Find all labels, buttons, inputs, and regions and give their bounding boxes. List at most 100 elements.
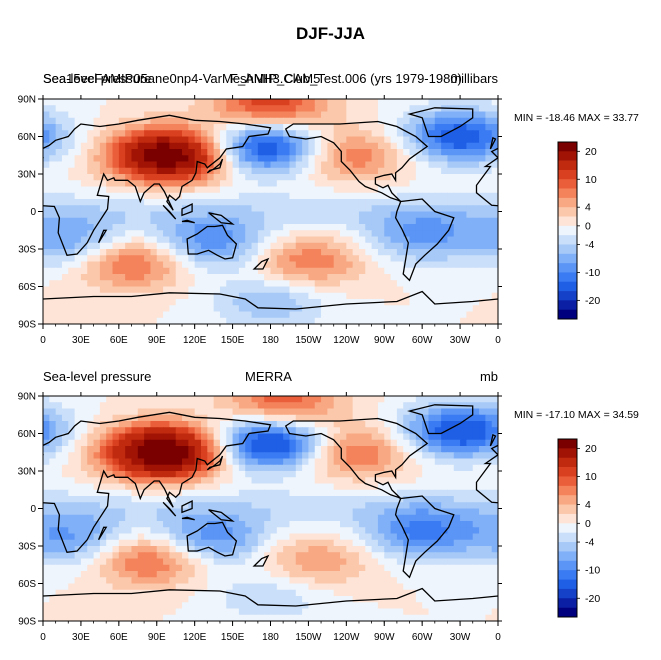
field-cell bbox=[93, 155, 101, 163]
field-cell bbox=[200, 192, 208, 200]
field-cell bbox=[472, 230, 480, 238]
field-cell bbox=[472, 261, 480, 269]
field-cell bbox=[314, 274, 322, 281]
field-cell bbox=[232, 249, 240, 256]
field-cell bbox=[238, 396, 246, 403]
field-cell bbox=[43, 452, 50, 460]
field-cell bbox=[485, 249, 493, 256]
field-cell bbox=[409, 433, 417, 441]
field-cell bbox=[238, 261, 246, 269]
field-cell bbox=[175, 249, 183, 256]
field-cell bbox=[93, 161, 101, 169]
field-cell bbox=[169, 267, 177, 275]
field-cell bbox=[371, 558, 379, 566]
field-cell bbox=[264, 452, 272, 460]
field-cell bbox=[466, 205, 474, 213]
field-cell bbox=[428, 427, 436, 435]
field-cell bbox=[125, 564, 133, 572]
field-cell bbox=[340, 280, 347, 288]
field-cell bbox=[409, 402, 417, 410]
field-cell bbox=[327, 292, 335, 300]
field-cell bbox=[74, 217, 82, 225]
field-cell bbox=[283, 161, 291, 169]
field-cell bbox=[55, 305, 63, 313]
field-cell bbox=[289, 317, 297, 324]
field-cell bbox=[264, 224, 272, 231]
field-cell bbox=[460, 142, 467, 150]
field-cell bbox=[232, 280, 240, 288]
field-cell bbox=[447, 546, 455, 553]
field-cell bbox=[396, 483, 404, 491]
field-cell bbox=[384, 502, 392, 510]
field-cell bbox=[276, 439, 284, 447]
field-cell bbox=[302, 414, 310, 422]
field-cell bbox=[219, 124, 227, 131]
field-cell bbox=[150, 192, 158, 200]
panel1-units: millibars bbox=[450, 71, 498, 86]
field-cell bbox=[118, 446, 126, 453]
field-cell bbox=[358, 249, 366, 256]
field-cell bbox=[302, 217, 310, 225]
field-cell bbox=[131, 564, 139, 572]
field-cell bbox=[219, 261, 227, 269]
field-cell bbox=[390, 255, 398, 263]
field-cell bbox=[396, 105, 404, 113]
field-cell bbox=[87, 571, 95, 578]
field-cell bbox=[283, 292, 291, 300]
field-cell bbox=[80, 105, 88, 113]
field-cell bbox=[441, 224, 449, 231]
field-cell bbox=[118, 299, 126, 306]
field-cell bbox=[200, 111, 208, 119]
field-cell bbox=[61, 514, 69, 522]
field-cell bbox=[428, 496, 436, 503]
field-cell bbox=[295, 117, 303, 125]
field-cell bbox=[384, 533, 392, 541]
field-cell bbox=[175, 464, 183, 472]
field-cell bbox=[415, 558, 423, 566]
field-cell bbox=[346, 433, 354, 441]
field-cell bbox=[428, 130, 436, 138]
field-cell bbox=[327, 452, 335, 460]
field-cell bbox=[182, 192, 189, 200]
field-cell bbox=[213, 155, 221, 163]
field-cell bbox=[384, 205, 392, 213]
field-cell bbox=[327, 477, 335, 485]
field-cell bbox=[340, 99, 347, 106]
field-cell bbox=[396, 236, 404, 244]
field-cell bbox=[390, 242, 398, 250]
field-cell bbox=[466, 433, 474, 441]
field-cell bbox=[447, 477, 455, 485]
field-cell bbox=[137, 199, 145, 206]
field-cell bbox=[434, 242, 442, 250]
field-cell bbox=[182, 305, 189, 313]
field-cell bbox=[377, 514, 385, 522]
field-cell bbox=[283, 446, 291, 453]
field-cell bbox=[276, 136, 284, 144]
field-cell bbox=[118, 286, 126, 294]
field-cell bbox=[194, 236, 202, 244]
field-cell bbox=[106, 199, 114, 206]
field-cell bbox=[200, 236, 208, 244]
field-cell bbox=[415, 286, 423, 294]
field-cell bbox=[93, 489, 101, 497]
field-cell bbox=[232, 186, 240, 194]
field-cell bbox=[87, 211, 95, 219]
field-cell bbox=[118, 192, 126, 200]
field-cell bbox=[55, 402, 63, 410]
field-cell bbox=[314, 217, 322, 225]
field-cell bbox=[276, 267, 284, 275]
field-cell bbox=[74, 136, 82, 144]
field-cell bbox=[150, 427, 158, 435]
field-cell bbox=[264, 489, 272, 497]
field-cell bbox=[472, 489, 480, 497]
field-cell bbox=[43, 311, 50, 319]
field-cell bbox=[175, 439, 183, 447]
field-cell bbox=[434, 299, 442, 306]
field-cell bbox=[434, 402, 442, 410]
field-cell bbox=[340, 224, 347, 231]
field-cell bbox=[346, 186, 354, 194]
field-cell bbox=[251, 155, 259, 163]
field-cell bbox=[453, 533, 461, 541]
field-cell bbox=[156, 496, 164, 503]
field-cell bbox=[491, 280, 498, 288]
